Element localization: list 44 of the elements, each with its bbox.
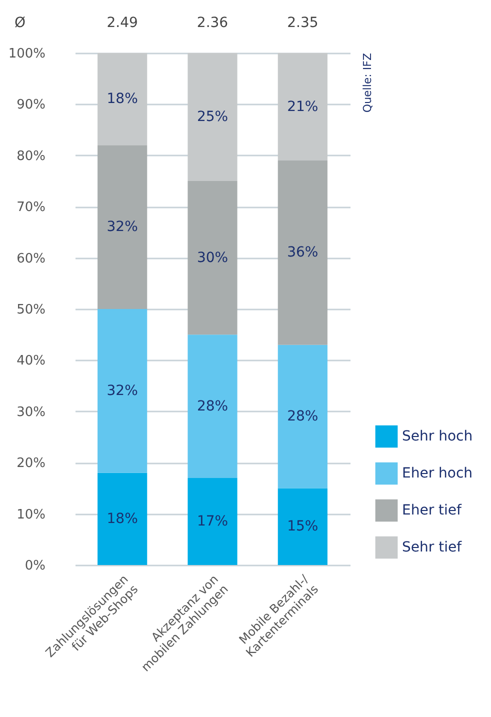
legend-label: Eher hoch [402, 466, 473, 482]
bar [98, 53, 148, 146]
y-tick-label: 0% [24, 558, 46, 574]
data-label: 18% [106, 91, 138, 108]
bar [188, 478, 238, 565]
legend-label: Sehr hoch [402, 428, 473, 444]
bar [188, 53, 238, 181]
data-label: 21% [287, 98, 318, 115]
bar [278, 160, 328, 345]
text: Ø [14, 15, 26, 31]
y-tick-label: 90% [16, 98, 46, 113]
text: 2.36 [196, 15, 228, 31]
y-tick-label: 80% [16, 148, 46, 164]
data-label: 36% [287, 244, 318, 261]
y-tick-label: 60% [16, 251, 46, 266]
source-note: Quelle: IFZ [361, 52, 374, 113]
bar [98, 145, 148, 309]
bar [98, 309, 148, 473]
y-tick-label: 40% [16, 354, 46, 369]
legend-label: Eher tief [402, 502, 463, 518]
bar [188, 334, 238, 478]
bar [278, 344, 328, 488]
bar [188, 181, 238, 335]
y-tick-label: 100% [8, 46, 46, 62]
y-tick-label: 10% [16, 507, 46, 522]
text: 2.35 [287, 15, 318, 31]
data-label: 28% [287, 408, 318, 425]
data-label: 30% [196, 250, 228, 266]
data-label: 25% [196, 109, 228, 125]
data-label: 15% [287, 518, 318, 535]
bar [278, 53, 328, 161]
y-tick-label: 30% [16, 404, 46, 420]
data-label: 17% [196, 513, 228, 530]
bar [98, 472, 148, 565]
data-label: 18% [106, 510, 138, 527]
legend-label: Sehr tief [402, 540, 463, 556]
data-label: 28% [196, 398, 228, 414]
data-label: 32% [106, 219, 138, 236]
data-label: 32% [106, 382, 138, 399]
y-tick-label: 70% [16, 200, 46, 216]
bar [278, 488, 328, 565]
y-tick-label: 20% [16, 456, 46, 472]
text: 2.49 [106, 15, 138, 31]
y-tick-label: 50% [16, 302, 46, 318]
